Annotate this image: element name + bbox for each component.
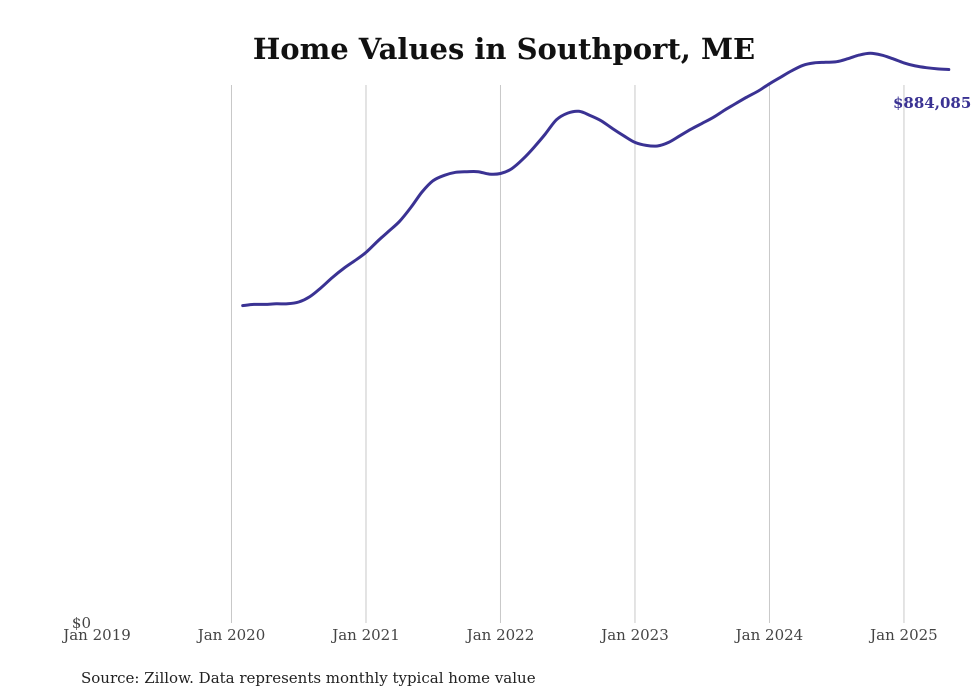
- series-line-home-value: [241, 51, 951, 308]
- x-tick-label-2025: Jan 2025: [868, 626, 938, 644]
- gridlines: [230, 85, 905, 623]
- x-tick-label-2020: Jan 2020: [196, 626, 266, 644]
- y-tick-label: $0: [72, 614, 91, 632]
- chart-title: Home Values in Southport, ME: [253, 32, 755, 66]
- x-tick-label-2024: Jan 2024: [734, 626, 804, 644]
- y-axis-ticks: $0: [72, 614, 91, 632]
- end-value-label: $884,085: [893, 94, 971, 112]
- source-note: Source: Zillow. Data represents monthly …: [81, 669, 536, 687]
- x-axis-ticks: Jan 2019 Jan 2020 Jan 2021 Jan 2022 Jan 2023…: [61, 626, 938, 644]
- x-tick-label-2022: Jan 2022: [465, 626, 535, 644]
- x-tick-label-2023: Jan 2023: [599, 626, 669, 644]
- x-tick-label-2021: Jan 2021: [330, 626, 400, 644]
- x-tick-label-2019: Jan 2019: [61, 626, 131, 644]
